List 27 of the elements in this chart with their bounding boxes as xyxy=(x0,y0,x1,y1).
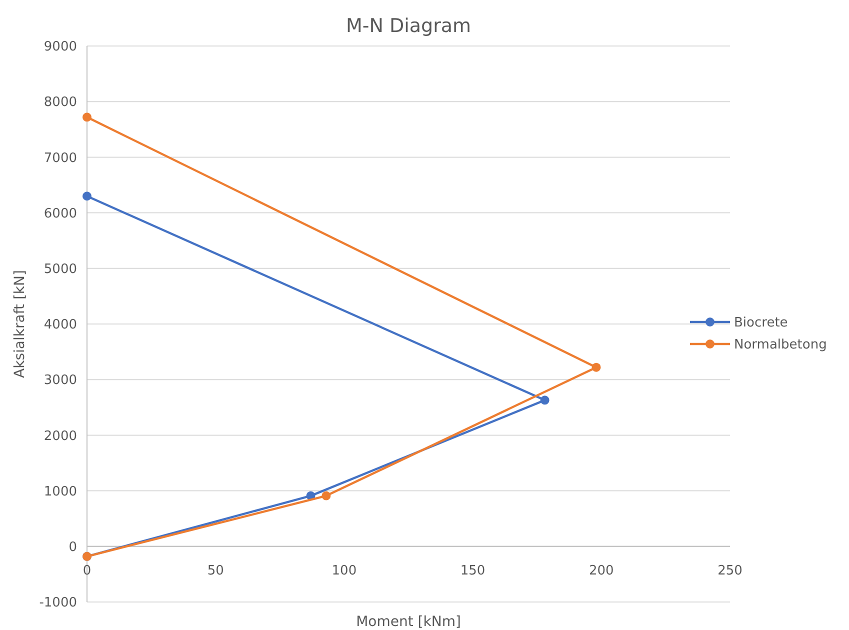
y-tick-label: 6000 xyxy=(44,206,77,222)
x-tick-label: 100 xyxy=(332,563,357,578)
y-tick-label: 8000 xyxy=(44,95,77,110)
point xyxy=(82,112,92,122)
x-tick-label: 250 xyxy=(718,563,742,578)
y-axis-title: Aksialkraft [kN] xyxy=(12,270,28,378)
y-tick-label: 7000 xyxy=(44,150,77,166)
y-tick-label: -1000 xyxy=(39,596,77,611)
y-tick-label: 3000 xyxy=(44,373,77,388)
x-tick-label: 150 xyxy=(460,563,486,578)
point xyxy=(322,491,331,500)
chart-title: M-N Diagram xyxy=(346,15,472,37)
y-tick-label: 2000 xyxy=(44,428,77,444)
y-tick-label: 1000 xyxy=(44,484,77,500)
x-tick-label: 200 xyxy=(588,563,614,578)
y-tick-label: 0 xyxy=(68,540,77,555)
point xyxy=(592,362,601,372)
point xyxy=(540,396,550,405)
legend-label: Biocrete xyxy=(734,316,788,331)
y-tick-label: 4000 xyxy=(44,318,77,333)
x-axis-title: Moment [kNm] xyxy=(356,614,461,630)
x-tick-label: 0 xyxy=(82,563,92,578)
y-tick-label: 9000 xyxy=(44,40,77,55)
x-tick-label: 50 xyxy=(207,563,224,578)
legend-label: Normalbetong xyxy=(734,338,827,353)
point xyxy=(82,192,92,201)
y-tick-label: 5000 xyxy=(44,262,77,277)
